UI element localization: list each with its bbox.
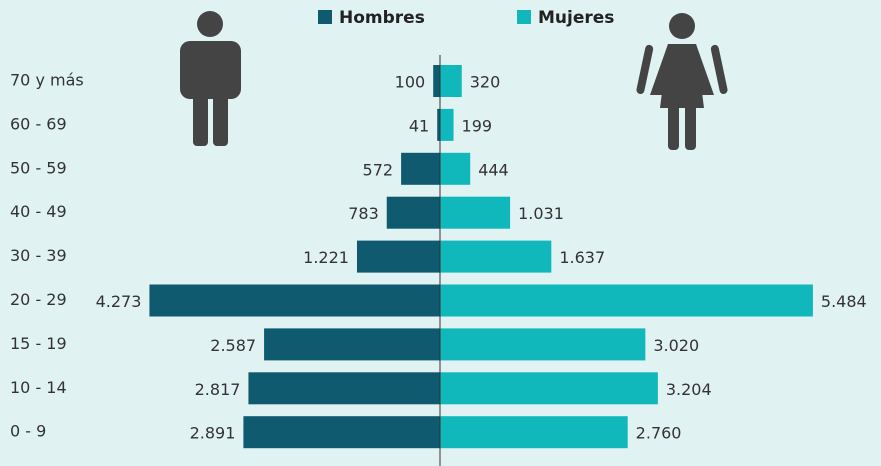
legend-swatch — [517, 10, 531, 24]
category-label: 15 - 19 — [10, 334, 67, 353]
value-label: 4.273 — [96, 292, 142, 311]
value-label: 3.204 — [666, 380, 712, 399]
bar — [243, 416, 440, 449]
bar — [440, 196, 511, 229]
category-label: 60 - 69 — [10, 114, 67, 133]
legend-label: Mujeres — [538, 8, 614, 28]
value-label: 572 — [363, 160, 394, 179]
bar — [440, 372, 658, 405]
value-label: 2.891 — [190, 424, 236, 443]
bar — [440, 108, 454, 141]
value-label: 1.221 — [303, 248, 349, 267]
category-label: 20 - 29 — [10, 290, 67, 309]
value-label: 3.020 — [653, 336, 699, 355]
bar — [356, 240, 440, 273]
value-label: 41 — [409, 116, 429, 135]
value-label: 320 — [470, 73, 501, 92]
bar — [386, 196, 440, 229]
bar — [433, 65, 440, 97]
bar — [248, 372, 440, 405]
category-label: 40 - 49 — [10, 202, 67, 221]
value-label: 1.031 — [518, 204, 564, 223]
bar — [440, 240, 552, 273]
bar — [440, 65, 462, 97]
value-label: 5.484 — [821, 292, 867, 311]
bar — [401, 152, 440, 185]
bar — [149, 284, 440, 317]
category-label: 50 - 59 — [10, 158, 67, 177]
value-label: 444 — [478, 160, 509, 179]
value-label: 199 — [462, 116, 493, 135]
category-label: 30 - 39 — [10, 246, 67, 265]
category-label: 0 - 9 — [10, 422, 46, 441]
bar — [264, 328, 440, 361]
woman-icon — [636, 13, 728, 150]
value-label: 783 — [348, 204, 379, 223]
value-label: 100 — [395, 73, 426, 92]
bar — [437, 108, 440, 141]
man-icon — [180, 11, 241, 146]
legend-swatch — [318, 10, 332, 24]
bar — [440, 152, 471, 185]
value-label: 2.760 — [636, 424, 682, 443]
legend-label: Hombres — [339, 8, 425, 28]
bar — [440, 328, 646, 361]
category-label: 70 y más — [10, 71, 84, 90]
bar — [440, 284, 813, 317]
value-label: 2.817 — [195, 380, 241, 399]
value-label: 1.637 — [559, 248, 605, 267]
bar — [440, 416, 628, 449]
value-label: 2.587 — [210, 336, 256, 355]
category-label: 10 - 14 — [10, 378, 67, 397]
